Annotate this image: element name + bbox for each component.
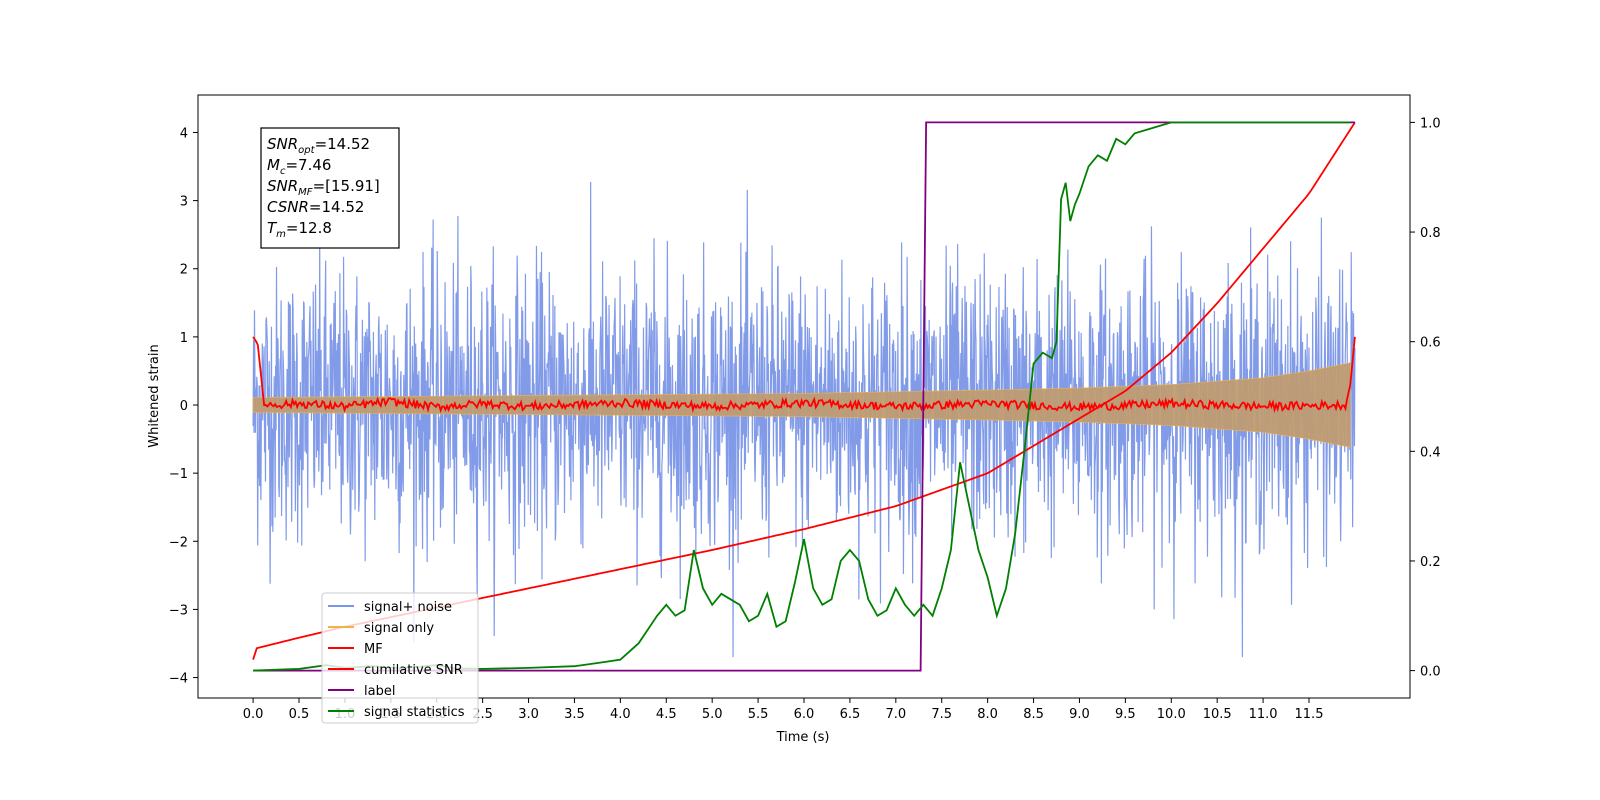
y-left-tick-label: −2 xyxy=(169,535,188,550)
y-right-tick-label: 1.0 xyxy=(1420,116,1441,131)
x-tick-label: 7.0 xyxy=(885,707,906,722)
x-tick-label: 9.0 xyxy=(1069,707,1090,722)
series-signal-statistics xyxy=(253,121,1351,672)
legend-label: signal only xyxy=(364,621,434,636)
y-axis-left: 4 3 2 1 0 −1 −2 −3 −4 xyxy=(169,126,198,687)
x-axis-label: Time (s) xyxy=(776,730,830,745)
series-mf xyxy=(252,336,1356,414)
y-left-tick-label: −4 xyxy=(169,672,188,687)
x-tick-label: 6.5 xyxy=(840,707,861,722)
legend-frame xyxy=(321,592,479,724)
x-tick-label: 8.0 xyxy=(977,707,998,722)
info-line: CSNR=14.52 xyxy=(267,198,364,216)
x-tick-label: 3.0 xyxy=(518,707,539,722)
legend-label: MF xyxy=(364,642,383,657)
legend: signal+ noise signal only MF cumilative SNR… xyxy=(321,592,479,724)
x-tick-label: 10.5 xyxy=(1203,707,1232,722)
y-left-tick-label: −1 xyxy=(169,467,188,482)
y-right-tick-label: 0.6 xyxy=(1420,336,1441,351)
x-tick-label: 9.5 xyxy=(1115,707,1136,722)
info-line: Tm=12.8 xyxy=(267,219,332,240)
y-right-tick-label: 0.8 xyxy=(1420,226,1441,241)
y-left-tick-label: 2 xyxy=(180,263,188,278)
x-tick-label: 11.5 xyxy=(1295,707,1324,722)
y-left-tick-label: 3 xyxy=(180,195,188,210)
x-tick-label: 5.5 xyxy=(748,707,769,722)
y-left-tick-label: 1 xyxy=(180,331,188,346)
series-signal-only xyxy=(252,362,1351,448)
y-left-tick-label: 0 xyxy=(180,399,188,414)
x-tick-label: 3.5 xyxy=(564,707,585,722)
x-tick-label: 10.0 xyxy=(1157,707,1186,722)
x-tick-label: 0.0 xyxy=(243,707,264,722)
info-box: SNRopt=14.52Mc=7.46SNRMF=[15.91]CSNR=14.… xyxy=(260,127,400,249)
legend-label: cumilative SNR xyxy=(364,663,463,678)
x-tick-label: 0.5 xyxy=(289,707,310,722)
x-tick-label: 11.0 xyxy=(1249,707,1278,722)
info-box-frame xyxy=(260,127,400,249)
x-tick-label: 7.5 xyxy=(931,707,952,722)
legend-label: label xyxy=(364,684,395,699)
legend-label: signal statistics xyxy=(364,705,465,720)
x-tick-label: 4.5 xyxy=(656,707,677,722)
info-line: SNRMF=[15.91] xyxy=(267,177,380,198)
y-right-tick-label: 0.0 xyxy=(1420,665,1441,680)
info-line: Mc=7.46 xyxy=(267,156,331,177)
y-left-tick-label: −3 xyxy=(169,603,188,618)
y-right-tick-label: 0.4 xyxy=(1420,445,1441,460)
series-label xyxy=(253,121,1355,672)
info-line: SNRopt=14.52 xyxy=(267,135,370,156)
y-right-tick-label: 0.2 xyxy=(1420,555,1441,570)
legend-label: signal+ noise xyxy=(364,600,452,615)
y-axis-right: 1.0 0.8 0.6 0.4 0.2 0.0 xyxy=(1410,116,1441,680)
x-tick-label: 5.0 xyxy=(702,707,723,722)
x-tick-label: 4.0 xyxy=(610,707,631,722)
x-tick-label: 8.5 xyxy=(1023,707,1044,722)
x-tick-label: 6.0 xyxy=(794,707,815,722)
y-axis-label: Whitened strain xyxy=(147,344,162,447)
y-left-tick-label: 4 xyxy=(180,126,188,141)
